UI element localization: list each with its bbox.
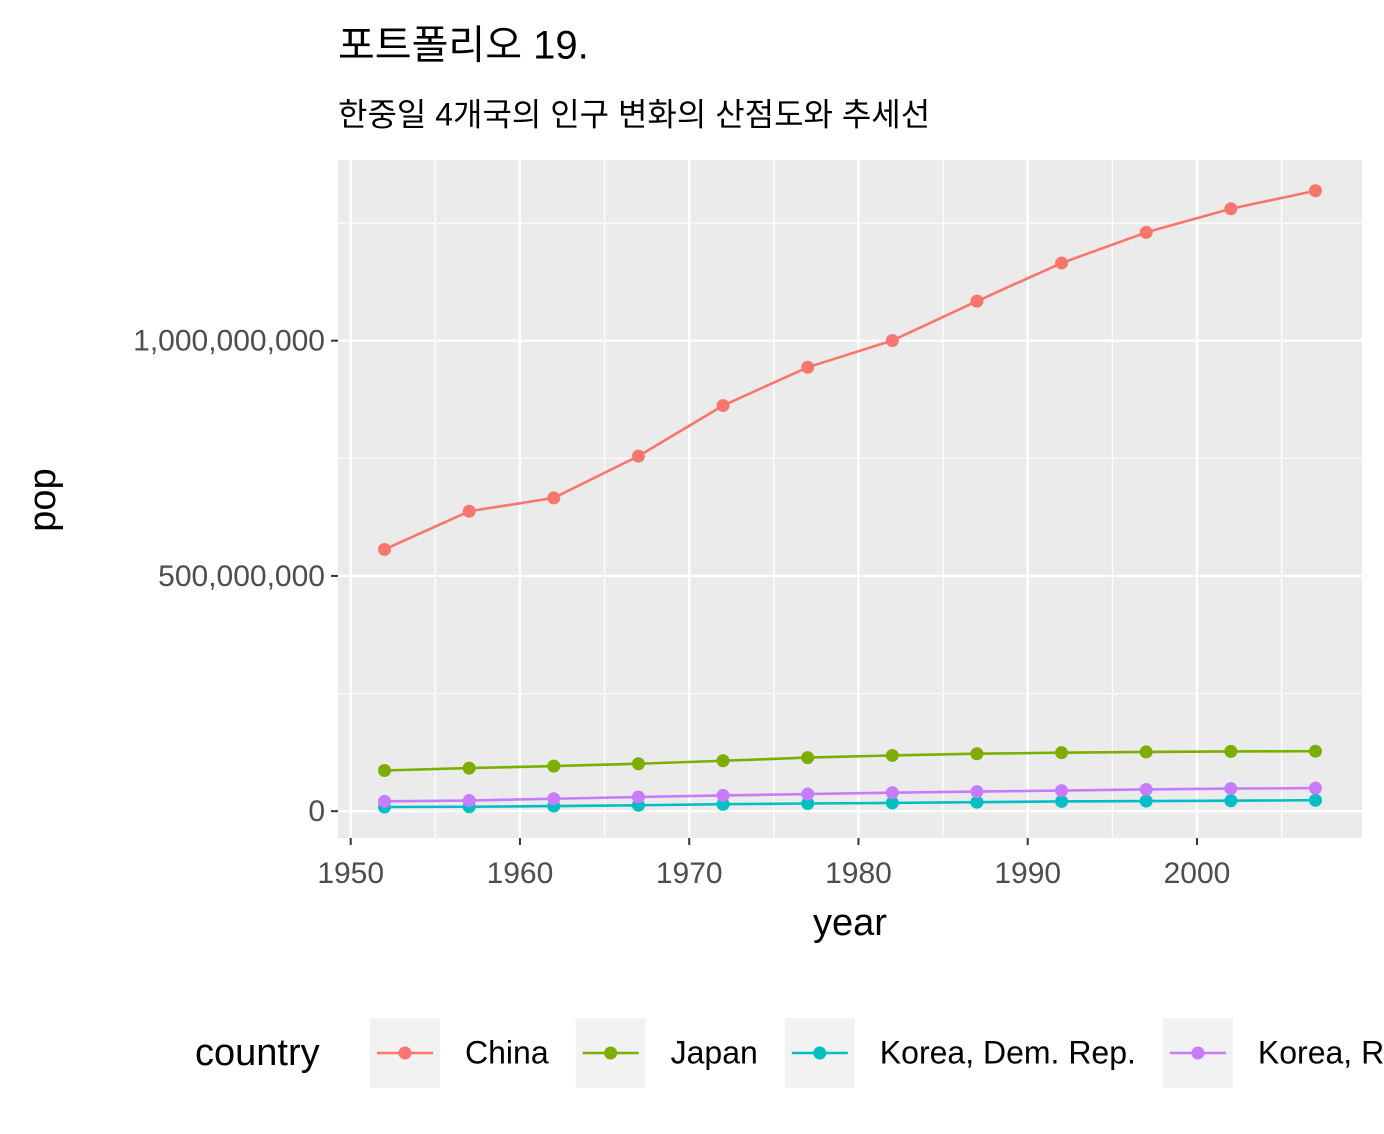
- x-axis-label: year: [813, 902, 887, 944]
- point: [1308, 744, 1322, 758]
- point: [716, 399, 730, 413]
- point: [1139, 225, 1153, 239]
- point: [1139, 782, 1153, 796]
- point: [1139, 794, 1153, 808]
- point: [547, 491, 561, 505]
- point: [547, 759, 561, 773]
- point: [462, 794, 476, 808]
- point: [1055, 746, 1069, 760]
- legend-label: Korea, Rep.: [1258, 1034, 1384, 1070]
- legend-key-point: [1191, 1046, 1205, 1060]
- point: [631, 757, 645, 771]
- point: [1224, 794, 1238, 808]
- x-tick-label: 1970: [656, 857, 723, 890]
- y-axis-label: pop: [22, 468, 64, 531]
- legend-label: China: [465, 1034, 549, 1070]
- point: [970, 795, 984, 809]
- point: [1224, 202, 1238, 216]
- point: [801, 796, 815, 810]
- x-tick-label: 1980: [825, 857, 892, 890]
- point: [885, 334, 899, 348]
- point: [378, 764, 392, 778]
- point: [885, 796, 899, 810]
- point: [631, 790, 645, 804]
- y-tick-label: 0: [308, 795, 325, 828]
- point: [1139, 745, 1153, 759]
- point: [1308, 781, 1322, 795]
- x-tick-label: 1950: [317, 857, 384, 890]
- point: [547, 792, 561, 806]
- point: [970, 785, 984, 799]
- point: [1055, 794, 1069, 808]
- point: [716, 754, 730, 768]
- x-tick-label: 1990: [994, 857, 1061, 890]
- chart-title: 포트폴리오 19.: [338, 24, 589, 68]
- point: [378, 794, 392, 808]
- series-line: [384, 189, 1316, 551]
- point: [1055, 784, 1069, 798]
- y-tick-label: 1,000,000,000: [133, 325, 325, 358]
- point: [970, 747, 984, 761]
- point: [716, 788, 730, 802]
- legend-key-point: [398, 1046, 412, 1060]
- point: [1224, 782, 1238, 796]
- legend-key-point: [813, 1046, 827, 1060]
- point: [462, 504, 476, 518]
- point: [1224, 744, 1238, 758]
- chart-subtitle: 한중일 4개국의 인구 변화의 산점도와 추세선: [338, 96, 930, 132]
- series-line: [384, 786, 1316, 803]
- x-tick-label: 1960: [487, 857, 554, 890]
- point: [885, 748, 899, 762]
- point: [885, 786, 899, 800]
- legend-key-point: [604, 1046, 618, 1060]
- point: [462, 761, 476, 775]
- series-line: [384, 798, 1316, 809]
- point: [801, 787, 815, 801]
- point: [1055, 256, 1069, 270]
- point: [1308, 793, 1322, 807]
- legend-label: Japan: [671, 1034, 758, 1070]
- point: [378, 542, 392, 556]
- point: [970, 294, 984, 308]
- legend-title: country: [195, 1032, 320, 1074]
- panel: [338, 160, 1362, 838]
- point: [631, 449, 645, 463]
- point: [801, 360, 815, 374]
- x-tick-label: 2000: [1164, 857, 1231, 890]
- series-line: [384, 749, 1316, 772]
- legend-label: Korea, Dem. Rep.: [880, 1034, 1136, 1070]
- point: [801, 751, 815, 765]
- y-tick-label: 500,000,000: [158, 560, 325, 593]
- point: [1308, 184, 1322, 198]
